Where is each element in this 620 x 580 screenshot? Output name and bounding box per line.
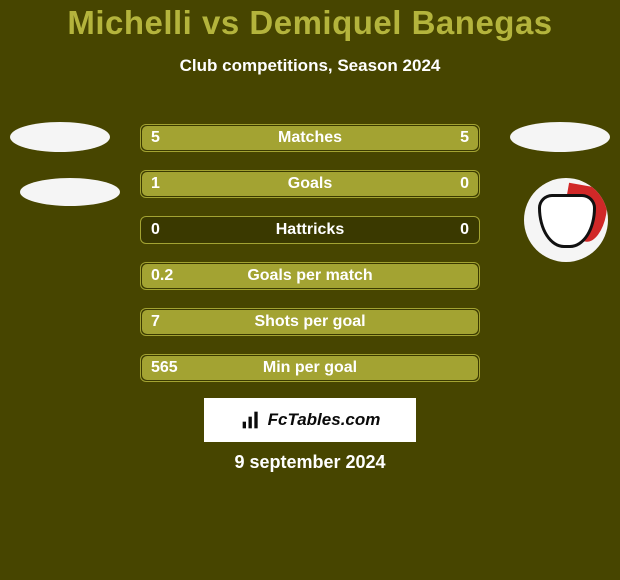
chart-icon: [240, 410, 262, 430]
watermark: FcTables.com: [204, 398, 416, 442]
watermark-text: FcTables.com: [268, 410, 381, 430]
stat-row: 00Hattricks: [140, 216, 480, 244]
stat-label: Goals: [141, 171, 479, 199]
team-right-badge: [524, 178, 608, 262]
stat-row: 10Goals: [140, 170, 480, 198]
stat-row: 0.2Goals per match: [140, 262, 480, 290]
stats-rows: 55Matches 10Goals 00Hattricks 0.2Goals per …: [140, 124, 480, 400]
stat-row: 565Min per goal: [140, 354, 480, 382]
stat-label: Min per goal: [141, 355, 479, 383]
stat-label: Goals per match: [141, 263, 479, 291]
stat-row: 55Matches: [140, 124, 480, 152]
page-subtitle: Club competitions, Season 2024: [0, 56, 620, 76]
team-left-logo-2: [20, 178, 120, 206]
stat-label: Matches: [141, 125, 479, 153]
comparison-infographic: Michelli vs Demiquel Banegas Club compet…: [0, 0, 620, 580]
date-text: 9 september 2024: [0, 452, 620, 473]
stat-label: Hattricks: [141, 217, 479, 245]
stat-label: Shots per goal: [141, 309, 479, 337]
team-left-logo-1: [10, 122, 110, 152]
team-right-logo-1: [510, 122, 610, 152]
page-title: Michelli vs Demiquel Banegas: [0, 0, 620, 42]
stat-row: 7Shots per goal: [140, 308, 480, 336]
